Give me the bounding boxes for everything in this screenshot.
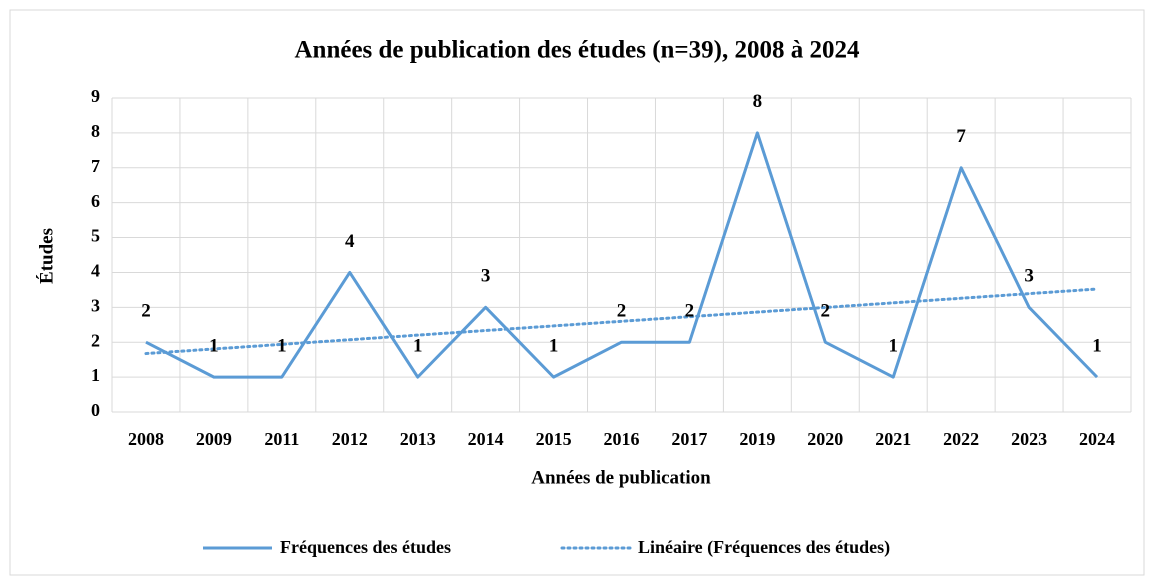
data-label: 1 xyxy=(277,335,287,356)
y-tick-label: 3 xyxy=(91,295,100,315)
data-label: 2 xyxy=(821,301,831,322)
x-tick-label: 2009 xyxy=(196,429,232,449)
y-tick-label: 6 xyxy=(91,191,100,211)
x-tick-label: 2008 xyxy=(128,429,164,449)
y-tick-label: 1 xyxy=(91,365,100,385)
data-label: 3 xyxy=(1024,266,1034,287)
x-tick-label: 2022 xyxy=(943,429,979,449)
x-tick-label: 2023 xyxy=(1011,429,1047,449)
y-tick-label: 0 xyxy=(91,400,100,420)
data-label: 1 xyxy=(209,335,219,356)
legend-label: Linéaire (Fréquences des études) xyxy=(638,537,890,558)
data-label: 1 xyxy=(1092,335,1102,356)
series-line xyxy=(145,131,1099,379)
data-label: 2 xyxy=(617,301,627,322)
x-tick-label: 2012 xyxy=(332,429,368,449)
x-tick-label: 2019 xyxy=(739,429,775,449)
x-tick-label: 2024 xyxy=(1079,429,1115,449)
x-tick-label: 2020 xyxy=(807,429,843,449)
data-label: 4 xyxy=(345,231,355,252)
x-tick-label: 2015 xyxy=(536,429,572,449)
x-tick-label: 2013 xyxy=(400,429,436,449)
y-tick-label: 9 xyxy=(91,86,100,106)
y-tick-label: 4 xyxy=(91,261,100,281)
data-label: 2 xyxy=(685,301,695,322)
data-label: 8 xyxy=(753,91,763,112)
y-tick-label: 7 xyxy=(91,156,100,176)
chart-border xyxy=(9,9,1145,576)
x-tick-label: 2011 xyxy=(264,429,299,449)
x-tick-label: 2014 xyxy=(468,429,504,449)
data-label: 7 xyxy=(956,126,966,147)
data-label: 1 xyxy=(549,335,559,356)
y-tick-label: 2 xyxy=(91,330,100,350)
x-tick-label: 2016 xyxy=(604,429,640,449)
x-axis-label: Années de publication xyxy=(531,467,711,488)
data-label: 1 xyxy=(413,335,423,356)
y-axis-label: Études xyxy=(35,228,57,284)
data-label: 3 xyxy=(481,266,491,287)
legend-label: Fréquences des études xyxy=(280,537,451,557)
data-label: 1 xyxy=(888,335,898,356)
data-label: 2 xyxy=(141,301,151,322)
x-tick-label: 2021 xyxy=(875,429,911,449)
y-tick-label: 5 xyxy=(91,226,100,246)
y-tick-label: 8 xyxy=(91,121,100,141)
chart-title: Années de publication des études (n=39),… xyxy=(295,37,860,64)
x-tick-label: 2017 xyxy=(671,429,707,449)
